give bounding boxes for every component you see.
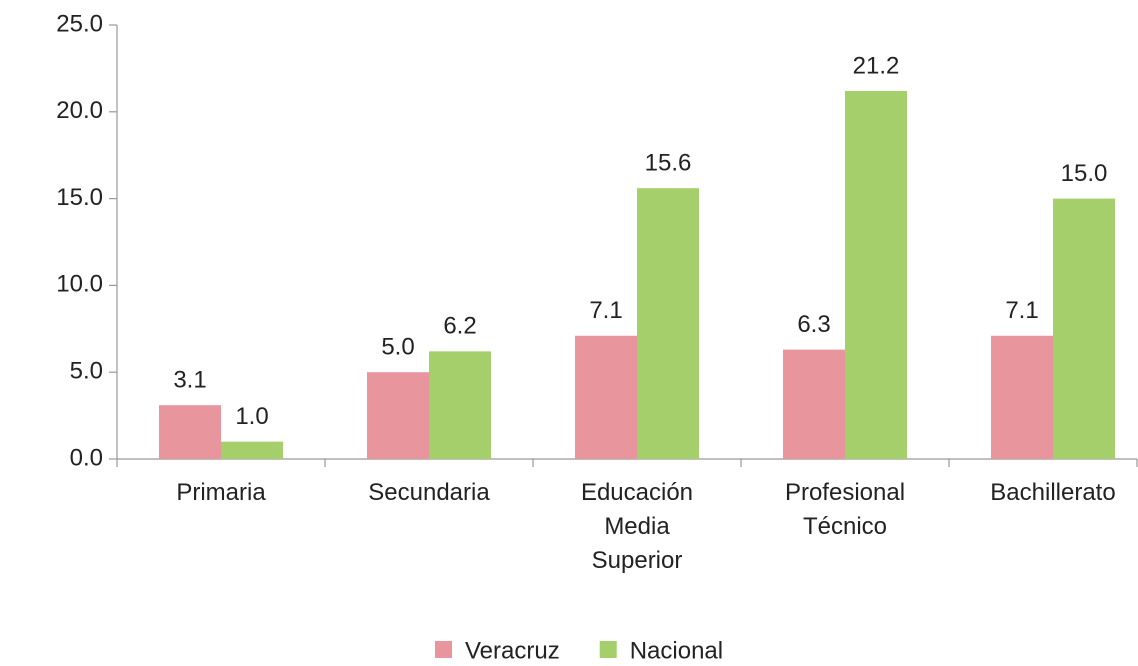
data-label: 6.2 [443,313,476,340]
y-tick-label: 20.0 [56,97,103,124]
y-tick-label: 25.0 [56,10,103,37]
x-tick-label: Bachillerato [990,479,1115,506]
bar [991,335,1053,459]
bar [783,349,845,459]
data-label: 5.0 [381,334,414,361]
legend-label: Veracruz [465,637,560,664]
y-tick-label: 0.0 [70,444,103,471]
bar [1053,198,1115,459]
bar [221,441,283,459]
bar [637,188,699,459]
bar [159,405,221,459]
legend-swatch [435,641,452,658]
x-tick-label: Primaria [176,479,266,506]
y-tick-label: 10.0 [56,271,103,298]
data-label: 15.6 [645,150,692,177]
x-tick-label: Educación Media Superior [581,479,693,574]
legend-label: Nacional [630,637,723,664]
data-label: 15.0 [1061,160,1108,187]
x-tick-label: Secundaria [368,479,490,506]
data-label: 7.1 [1005,297,1038,324]
y-tick-label: 15.0 [56,184,103,211]
data-label: 3.1 [173,367,206,394]
y-tick-label: 5.0 [70,358,103,385]
bar [845,90,907,459]
legend-swatch [599,641,617,658]
x-tick-label: Profesional Técnico [785,479,905,540]
data-label: 21.2 [853,52,900,79]
data-label: 7.1 [589,297,622,324]
data-label: 6.3 [797,311,830,338]
data-label: 1.0 [235,403,268,430]
bar [429,351,491,459]
bar [367,372,429,459]
bar [575,335,637,459]
